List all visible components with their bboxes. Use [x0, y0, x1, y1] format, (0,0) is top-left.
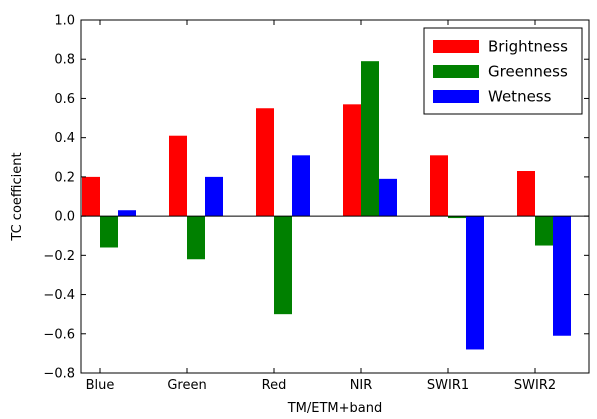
bar-greenness-red	[274, 216, 292, 315]
bar-brightness-red	[256, 108, 274, 217]
bars-layer	[82, 61, 571, 350]
y-tick-label: −0.6	[43, 327, 75, 342]
y-tick-label: −0.4	[43, 288, 75, 303]
bar-greenness-nir	[361, 61, 379, 217]
x-tick-label-nir: NIR	[350, 378, 373, 393]
y-axis-label: TC coefficient	[10, 152, 25, 241]
bar-greenness-blue	[100, 216, 118, 248]
bar-brightness-swir1	[430, 155, 448, 217]
legend-label-wetness: Wetness	[488, 88, 552, 106]
bar-brightness-swir2	[517, 171, 535, 217]
bar-greenness-green	[187, 216, 205, 260]
y-tick-label: −0.8	[43, 367, 75, 382]
bar-wetness-nir	[379, 178, 397, 217]
plot-frame	[80, 19, 590, 374]
bar-greenness-swir2	[535, 216, 553, 246]
legend-entries: Brightness Greenness Wetness	[433, 38, 568, 106]
y-tick-label: 0.6	[54, 92, 75, 107]
legend-swatch-greenness	[433, 65, 479, 78]
bar-brightness-blue	[82, 176, 100, 217]
y-tick-label: −0.2	[43, 249, 75, 264]
bar-wetness-blue	[118, 210, 136, 217]
x-tick-label-swir1: SWIR1	[427, 378, 469, 393]
ticks-layer: −0.8 −0.6 −0.4 −0.2 0.0 0.2 0.4 0.6 0.8 1.0 Blue Gr…	[43, 14, 589, 393]
legend-label-brightness: Brightness	[488, 38, 568, 56]
legend: Brightness Greenness Wetness	[423, 27, 583, 115]
x-tick-label-green: Green	[167, 378, 206, 393]
x-tick-label-red: Red	[262, 378, 287, 393]
bar-brightness-green	[169, 135, 187, 217]
x-tick-label-blue: Blue	[86, 378, 115, 393]
y-tick-label: 0.8	[54, 53, 75, 68]
legend-swatch-wetness	[433, 90, 479, 103]
x-axis-label: TM/ETM+band	[287, 401, 383, 416]
bar-wetness-swir1	[466, 216, 484, 350]
bar-wetness-red	[292, 155, 310, 217]
y-tick-label: 0.2	[54, 170, 75, 185]
bar-brightness-nir	[343, 104, 361, 217]
y-tick-label: 0.4	[54, 131, 75, 146]
legend-label-greenness: Greenness	[488, 63, 568, 81]
bar-wetness-green	[205, 176, 223, 217]
legend-swatch-brightness	[433, 40, 479, 53]
x-tick-label-swir2: SWIR2	[514, 378, 556, 393]
bar-wetness-swir2	[553, 216, 571, 336]
y-tick-label: 1.0	[54, 14, 75, 29]
y-tick-label: 0.0	[54, 210, 75, 225]
bar-greenness-swir1	[448, 216, 466, 219]
